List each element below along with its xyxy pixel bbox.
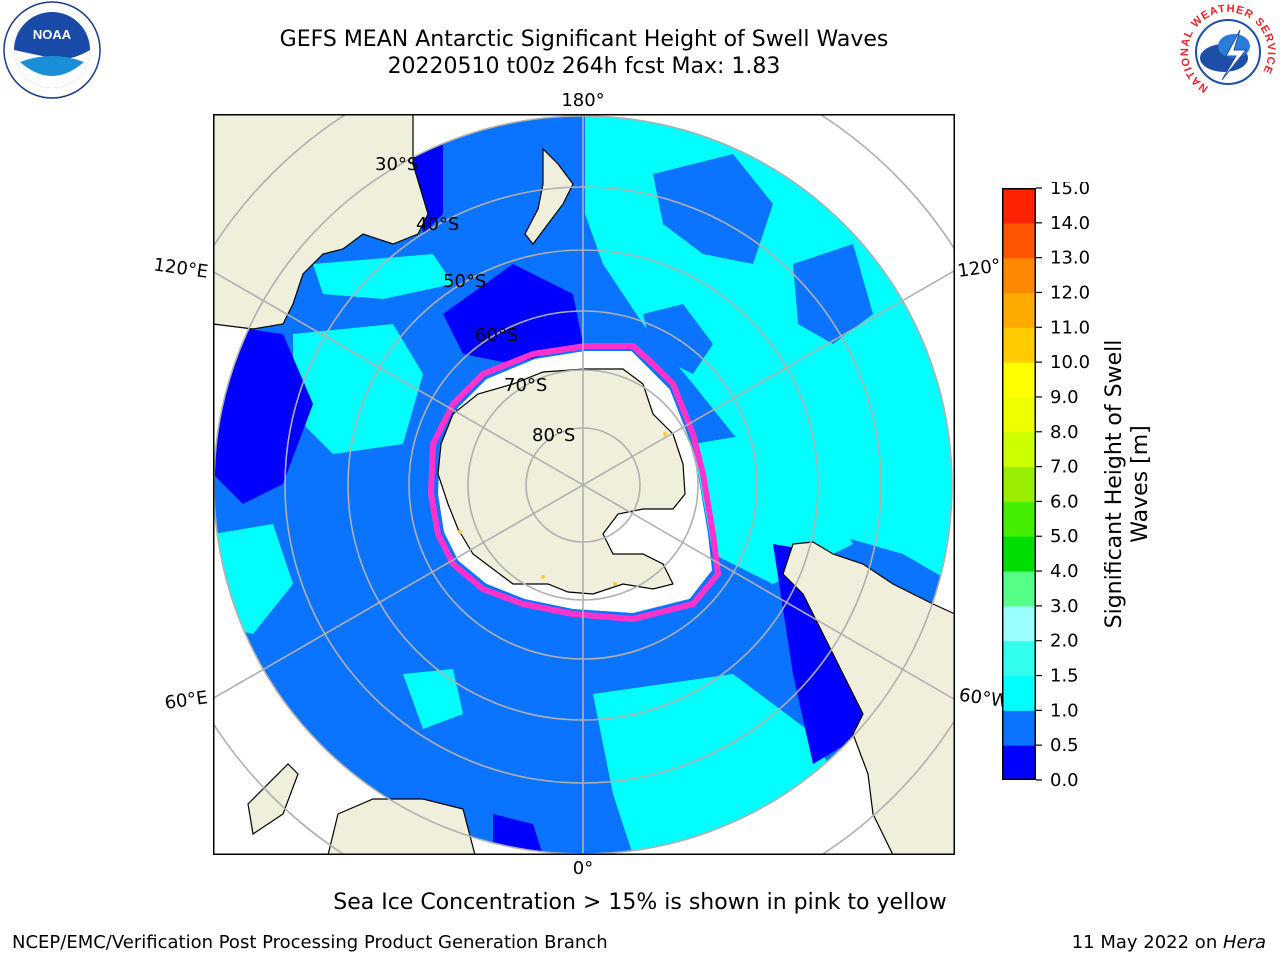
colorbar-band — [1002, 605, 1036, 642]
run-date: 11 May 2022 on — [1071, 932, 1223, 953]
colorbar-tick-label: 8.0 — [1050, 422, 1079, 443]
lat-label-80s: 80°S — [532, 425, 575, 446]
lon-label-120w: 120° — [956, 255, 1002, 282]
chart-title: GEFS MEAN Antarctic Significant Height o… — [279, 27, 889, 52]
sea-ice-footnote: Sea Ice Concentration > 15% is shown in … — [333, 890, 947, 915]
colorbar-band — [1002, 571, 1036, 607]
lon-label-180: 180° — [561, 90, 604, 111]
host-name: Hera — [1222, 932, 1266, 953]
lon-label-60e: 60°E — [163, 687, 209, 714]
colorbar-label: Significant Height of Swell Waves [m] — [1102, 274, 1154, 694]
nws-logo: NATIONAL WEATHER SERVICE — [1179, 3, 1276, 100]
colorbar-tick-label: 0.5 — [1050, 735, 1079, 756]
colorbar-label-line1: Significant Height of Swell — [1102, 339, 1127, 629]
africa-landmass — [327, 798, 476, 855]
colorbar-band — [1002, 536, 1036, 572]
colorbar-tick-label: 10.0 — [1050, 352, 1090, 373]
colorbar-band — [1002, 257, 1036, 293]
colorbar-band — [1002, 675, 1036, 711]
lat-label-40s: 40°S — [416, 214, 459, 235]
colorbar-tick-label: 13.0 — [1050, 248, 1090, 269]
new-zealand-landmass — [524, 147, 574, 245]
australia-landmass — [213, 114, 429, 330]
madagascar-landmass — [247, 763, 299, 836]
colorbar-tick-label: 5.0 — [1050, 526, 1079, 547]
lat-label-70s: 70°S — [504, 375, 547, 396]
run-date-credit: 11 May 2022 on Hera — [1072, 932, 1266, 953]
noaa-logo: NOAA — [3, 1, 101, 99]
lat-label-30s: 30°S — [375, 154, 418, 175]
colorbar-tick-label: 15.0 — [1050, 182, 1090, 199]
colorbar-band — [1002, 710, 1036, 746]
colorbar-tick-label: 1.5 — [1050, 666, 1079, 687]
polar-map: 30°S 40°S 50°S 60°S 70°S 80°S — [213, 114, 955, 855]
colorbar-tick-label: 11.0 — [1050, 317, 1090, 338]
lon-label-0: 0° — [573, 858, 593, 879]
colorbar-band — [1002, 396, 1036, 433]
colorbar-tick-label: 6.0 — [1050, 491, 1079, 512]
colorbar-band — [1002, 745, 1036, 780]
colorbar-band — [1002, 640, 1036, 677]
producer-credit: NCEP/EMC/Verification Post Processing Pr… — [12, 932, 608, 953]
colorbar-tick-label: 2.0 — [1050, 631, 1079, 652]
colorbar-band — [1002, 501, 1036, 537]
colorbar-label-line2: Waves [m] — [1128, 425, 1153, 543]
lat-label-50s: 50°S — [443, 271, 486, 292]
colorbar-tick-label: 4.0 — [1050, 561, 1079, 582]
colorbar-tick-label: 9.0 — [1050, 387, 1079, 408]
colorbar-band — [1002, 431, 1036, 468]
colorbar-band — [1002, 292, 1036, 328]
colorbar-band — [1002, 466, 1036, 502]
colorbar-band — [1002, 188, 1036, 224]
colorbar-tick-label: 3.0 — [1050, 596, 1079, 617]
noaa-wordmark: NOAA — [33, 27, 72, 42]
colorbar-ticks: 0.0 0.5 1.0 1.5 2.0 3.0 4.0 5.0 6.0 7.0 8.0 9.0 10.0… — [1036, 182, 1090, 791]
colorbar-tick-label: 7.0 — [1050, 457, 1079, 478]
chart-subtitle: 20220510 t00z 264h fcst Max: 1.83 — [387, 54, 781, 79]
colorbar-tick-label: 0.0 — [1050, 770, 1079, 791]
lon-label-120e: 120°E — [152, 254, 209, 282]
colorbar-tick-label: 1.0 — [1050, 700, 1079, 721]
sea-ice-edge — [427, 343, 722, 623]
colorbar-tick-label: 12.0 — [1050, 282, 1090, 303]
colorbar-band — [1002, 222, 1036, 259]
colorbar-band — [1002, 327, 1036, 363]
lat-label-60s: 60°S — [475, 325, 518, 346]
colorbar — [1002, 188, 1036, 780]
colorbar-band — [1002, 362, 1036, 398]
colorbar-tick-label: 14.0 — [1050, 213, 1090, 234]
